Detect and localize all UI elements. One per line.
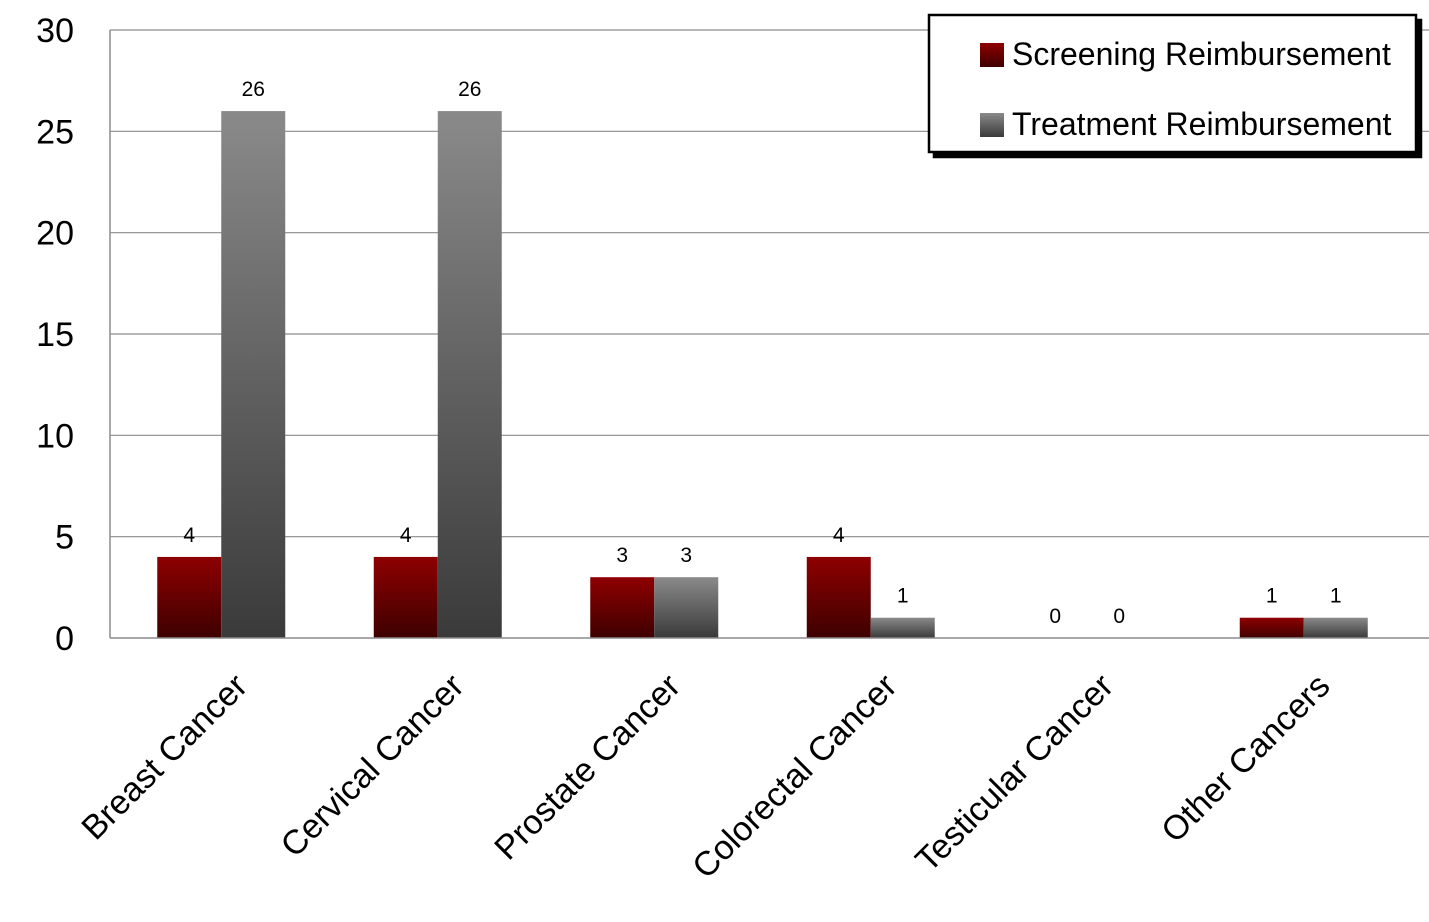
data-label: 0 — [1113, 605, 1125, 628]
legend-label: Screening Reimbursement — [1012, 36, 1391, 72]
data-label: 1 — [1330, 585, 1342, 608]
legend-label: Treatment Reimbursement — [1012, 106, 1392, 142]
bar-screening — [373, 556, 438, 638]
data-labels: 4 26 4 26 3 3 4 1 0 0 1 1 — [183, 78, 1341, 628]
x-tick-label: Testicular Cancer — [908, 667, 1121, 880]
y-axis: 0 5 10 15 20 25 30 — [36, 12, 111, 658]
gridlines — [110, 29, 1429, 538]
legend-box — [927, 13, 1418, 154]
bar-treatment — [870, 617, 935, 638]
x-tick-label: Other Cancers — [1154, 667, 1337, 850]
bar-treatment — [654, 577, 719, 638]
x-tick-label: Prostate Cancer — [487, 667, 688, 868]
y-tick-label: 5 — [55, 519, 74, 557]
y-tick-label: 15 — [36, 316, 74, 354]
y-tick-label: 30 — [36, 12, 74, 50]
bars — [157, 111, 1368, 639]
data-label: 4 — [183, 524, 195, 547]
bar-treatment — [221, 111, 286, 639]
legend: Screening Reimbursement Treatment Reimbur… — [927, 13, 1418, 154]
data-label: 4 — [400, 524, 412, 547]
y-tick-label: 0 — [55, 620, 74, 658]
legend-swatch — [980, 113, 1004, 137]
data-label: 4 — [833, 524, 845, 547]
data-label: 26 — [458, 78, 481, 101]
x-axis: Breast Cancer Cervical Cancer Prostate Can… — [74, 637, 1429, 886]
data-label: 3 — [616, 544, 628, 567]
y-tick-label: 20 — [36, 215, 74, 253]
x-tick-label: Colorectal Cancer — [685, 667, 904, 886]
bar-screening — [590, 577, 655, 638]
y-tick-label: 25 — [36, 113, 74, 151]
data-label: 1 — [1266, 585, 1278, 608]
bar-treatment — [437, 111, 502, 639]
x-tick-label: Cervical Cancer — [274, 667, 472, 865]
data-label: 1 — [897, 585, 909, 608]
legend-swatch — [980, 43, 1004, 67]
data-label: 3 — [680, 544, 692, 567]
data-label: 0 — [1049, 605, 1061, 628]
bar-screening — [157, 556, 222, 638]
bar-screening — [806, 556, 871, 638]
bar-screening — [1239, 617, 1304, 638]
x-tick-label: Breast Cancer — [74, 667, 255, 848]
data-label: 26 — [242, 78, 265, 101]
bar-treatment — [1303, 617, 1368, 638]
y-tick-label: 10 — [36, 417, 74, 455]
